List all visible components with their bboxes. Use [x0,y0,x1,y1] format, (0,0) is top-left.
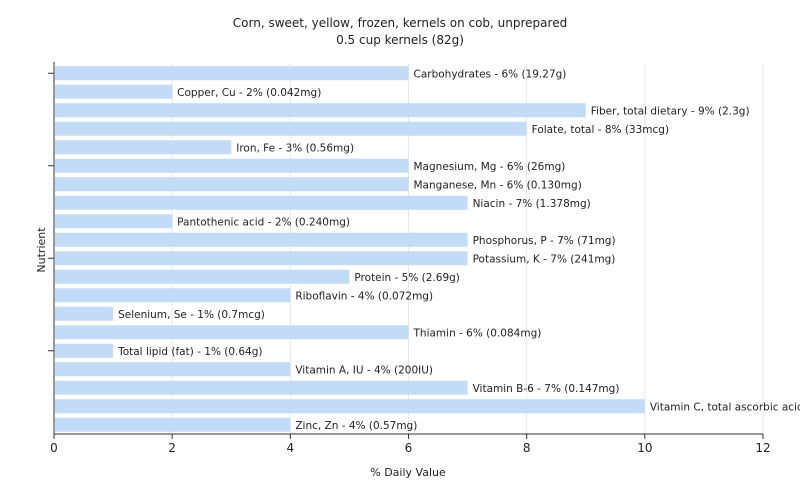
bar [55,325,409,340]
bar [55,232,468,247]
bar [55,251,468,266]
bar-label: Protein - 5% (2.69g) [354,272,460,284]
bar-label: Niacin - 7% (1.378mg) [473,198,591,210]
bar-label: Vitamin B-6 - 7% (0.147mg) [473,383,620,395]
bar-label: Vitamin A, IU - 4% (200IU) [295,364,433,376]
bar [55,288,291,303]
bar [55,214,173,229]
bar [55,195,468,210]
bar [55,343,114,358]
bar [55,417,291,432]
bar-label: Fiber, total dietary - 9% (2.3g) [591,105,750,117]
axes: 0 2 4 6 8 10 12 [48,62,771,455]
bars: Carbohydrates - 6% (19.27g) Copper, Cu - … [55,66,800,432]
bar-label: Folate, total - 8% (33mcg) [532,124,669,136]
bar [55,84,173,99]
bar [55,380,468,395]
bar [55,177,409,192]
bar-label: Total lipid (fat) - 1% (0.64g) [117,346,262,358]
x-tick-label: 2 [168,441,176,455]
bar [55,306,114,321]
bar-label: Selenium, Se - 1% (0.7mcg) [118,309,265,321]
bar [55,66,409,81]
bar [55,362,291,377]
bar [55,269,350,284]
bar [55,158,409,173]
x-tick-label: 8 [523,441,531,455]
x-tick-label: 6 [405,441,413,455]
x-tick-label: 10 [637,441,652,455]
chart-title: Corn, sweet, yellow, frozen, kernels on … [233,16,567,30]
bar [55,399,645,414]
y-axis-title: Nutrient [35,227,48,273]
bar-label: Potassium, K - 7% (241mg) [473,253,616,265]
bar-label: Phosphorus, P - 7% (71mg) [473,235,616,247]
chart-subtitle: 0.5 cup kernels (82g) [336,33,464,47]
bar-label: Thiamin - 6% (0.084mg) [413,327,542,339]
bar-label: Vitamin C, total ascorbic acid - 10% (5.… [650,401,800,413]
bar-label: Magnesium, Mg - 6% (26mg) [414,161,566,173]
bar-label: Zinc, Zn - 4% (0.57mg) [295,420,417,432]
bar-label: Copper, Cu - 2% (0.042mg) [177,87,321,99]
x-tick-label: 0 [50,441,58,455]
bar [55,121,527,136]
gridlines [171,64,764,434]
bar-label: Carbohydrates - 6% (19.27g) [414,68,567,80]
bar [55,103,586,118]
bar-label: Manganese, Mn - 6% (0.130mg) [414,179,582,191]
x-tick-label: 4 [287,441,295,455]
bar [55,140,232,155]
bar-label: Iron, Fe - 3% (0.56mg) [236,142,354,154]
x-axis-title: % Daily Value [370,466,446,479]
bar-label: Pantothenic acid - 2% (0.240mg) [177,216,350,228]
bar-label: Riboflavin - 4% (0.072mg) [295,290,433,302]
x-tick-label: 12 [755,441,770,455]
